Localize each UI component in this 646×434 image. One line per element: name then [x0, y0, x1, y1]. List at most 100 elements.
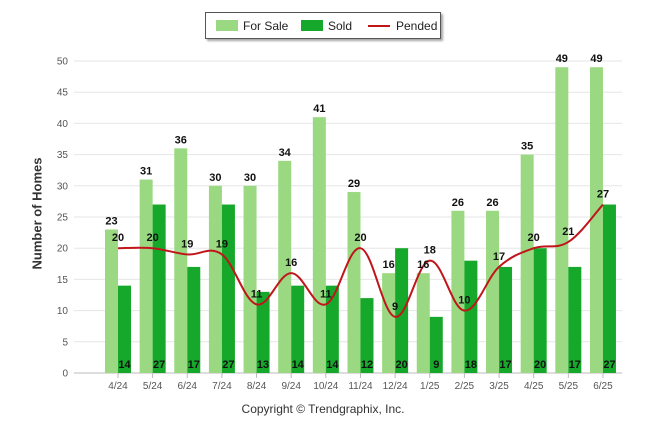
- data-label-sold: 27: [222, 359, 234, 371]
- x-tick-label: 3/25: [489, 381, 509, 392]
- y-tick-label: 0: [62, 369, 68, 380]
- data-label-sold: 17: [188, 359, 200, 371]
- data-label-for-sale: 41: [313, 103, 325, 115]
- data-label-sold: 14: [118, 359, 131, 371]
- data-label-pended: 17: [493, 251, 505, 263]
- bar-for-sale: [382, 273, 396, 373]
- line-pended: [117, 203, 604, 318]
- x-tick-label: 12/24: [383, 381, 408, 392]
- bar-sold: [256, 291, 270, 373]
- y-tick-label: 20: [57, 244, 69, 255]
- bar-sold: [118, 285, 131, 373]
- data-label-for-sale: 23: [105, 215, 117, 227]
- bar-sold: [533, 248, 547, 373]
- data-label-pended: 27: [597, 189, 609, 201]
- x-tick-label: 11/24: [348, 381, 373, 392]
- data-label-for-sale: 30: [209, 172, 221, 184]
- data-label-sold: 17: [569, 359, 581, 371]
- x-tick-label: 4/24: [108, 381, 128, 392]
- data-label-sold: 20: [534, 359, 546, 371]
- data-label-pended: 21: [562, 226, 574, 238]
- bar-for-sale: [486, 210, 500, 373]
- x-tick-label: 1/25: [420, 381, 440, 392]
- y-tick-label: 30: [57, 181, 69, 192]
- x-tick-label: 10/24: [313, 381, 338, 392]
- data-label-pended: 20: [354, 232, 366, 244]
- data-label-for-sale: 49: [590, 53, 602, 65]
- x-tick-label: 6/24: [178, 381, 198, 392]
- data-label-sold: 9: [433, 359, 439, 371]
- bar-for-sale: [278, 160, 292, 373]
- x-tick-label: 2/25: [455, 381, 475, 392]
- y-tick-label: 15: [57, 275, 69, 286]
- bar-for-sale: [520, 154, 534, 373]
- data-label-sold: 17: [499, 359, 511, 371]
- bar-sold: [395, 248, 409, 373]
- bar-sold: [325, 285, 339, 373]
- y-tick-label: 40: [57, 119, 69, 130]
- y-tick-label: 45: [57, 88, 69, 99]
- bar-for-sale: [105, 229, 118, 373]
- data-label-for-sale: 16: [382, 259, 394, 271]
- x-tick-label: 6/25: [593, 381, 613, 392]
- y-tick-label: 50: [57, 57, 69, 68]
- data-label-for-sale: 36: [175, 134, 187, 146]
- bar-sold: [221, 204, 235, 373]
- bar-sold: [291, 285, 305, 373]
- data-label-pended: 20: [112, 232, 124, 244]
- bar-for-sale: [174, 148, 188, 373]
- legend-swatch-sold: [301, 20, 323, 31]
- x-tick-label: 7/24: [212, 381, 232, 392]
- bar-sold: [360, 298, 374, 373]
- bar-sold: [152, 204, 166, 373]
- data-label-pended: 11: [320, 288, 332, 300]
- bar-sold: [187, 266, 201, 373]
- bar-for-sale: [312, 117, 326, 373]
- data-label-pended: 19: [216, 238, 228, 250]
- bar-sold: [464, 260, 478, 373]
- bar-sold: [568, 266, 582, 373]
- legend-swatch-pended: [368, 25, 390, 27]
- data-label-sold: 20: [395, 359, 407, 371]
- y-tick-label: 5: [62, 337, 68, 348]
- data-label-sold: 14: [326, 359, 339, 371]
- x-tick-label: 9/24: [281, 381, 301, 392]
- legend-label-sold: Sold: [328, 19, 353, 33]
- bar-for-sale: [208, 185, 222, 373]
- legend-label-for-sale: For Sale: [243, 19, 289, 33]
- x-tick-label: 4/25: [524, 381, 544, 392]
- data-label-for-sale: 16: [417, 259, 429, 271]
- data-label-pended: 10: [458, 295, 470, 307]
- data-label-for-sale: 30: [244, 172, 256, 184]
- data-label-for-sale: 26: [452, 197, 464, 209]
- bar-for-sale: [243, 185, 257, 373]
- data-label-for-sale: 35: [521, 141, 533, 153]
- data-label-sold: 27: [603, 359, 615, 371]
- data-label-for-sale: 34: [279, 147, 292, 159]
- data-label-pended: 19: [181, 238, 193, 250]
- y-tick-label: 35: [57, 150, 69, 161]
- legend-swatch-for-sale: [216, 20, 238, 31]
- bar-for-sale: [416, 273, 430, 373]
- legend-label-pended: Pended: [396, 19, 438, 33]
- bar-for-sale: [139, 179, 153, 373]
- x-tick-label: 5/24: [143, 381, 163, 392]
- y-tick-label: 10: [57, 306, 69, 317]
- data-label-sold: 13: [257, 359, 269, 371]
- data-label-for-sale: 31: [140, 166, 152, 178]
- bar-for-sale: [589, 67, 603, 374]
- data-label-pended: 16: [285, 257, 297, 269]
- data-label-sold: 14: [292, 359, 305, 371]
- data-label-sold: 12: [361, 359, 373, 371]
- data-label-for-sale: 29: [348, 178, 360, 190]
- data-label-pended: 9: [392, 301, 398, 313]
- data-label-pended: 20: [147, 232, 159, 244]
- bar-for-sale: [555, 67, 569, 374]
- chart-legend: For Sale Sold Pended: [205, 12, 441, 39]
- bar-for-sale: [451, 210, 465, 373]
- copyright-text: Copyright © Trendgraphix, Inc.: [241, 402, 405, 416]
- data-label-sold: 18: [465, 359, 477, 371]
- x-tick-label: 8/24: [247, 381, 267, 392]
